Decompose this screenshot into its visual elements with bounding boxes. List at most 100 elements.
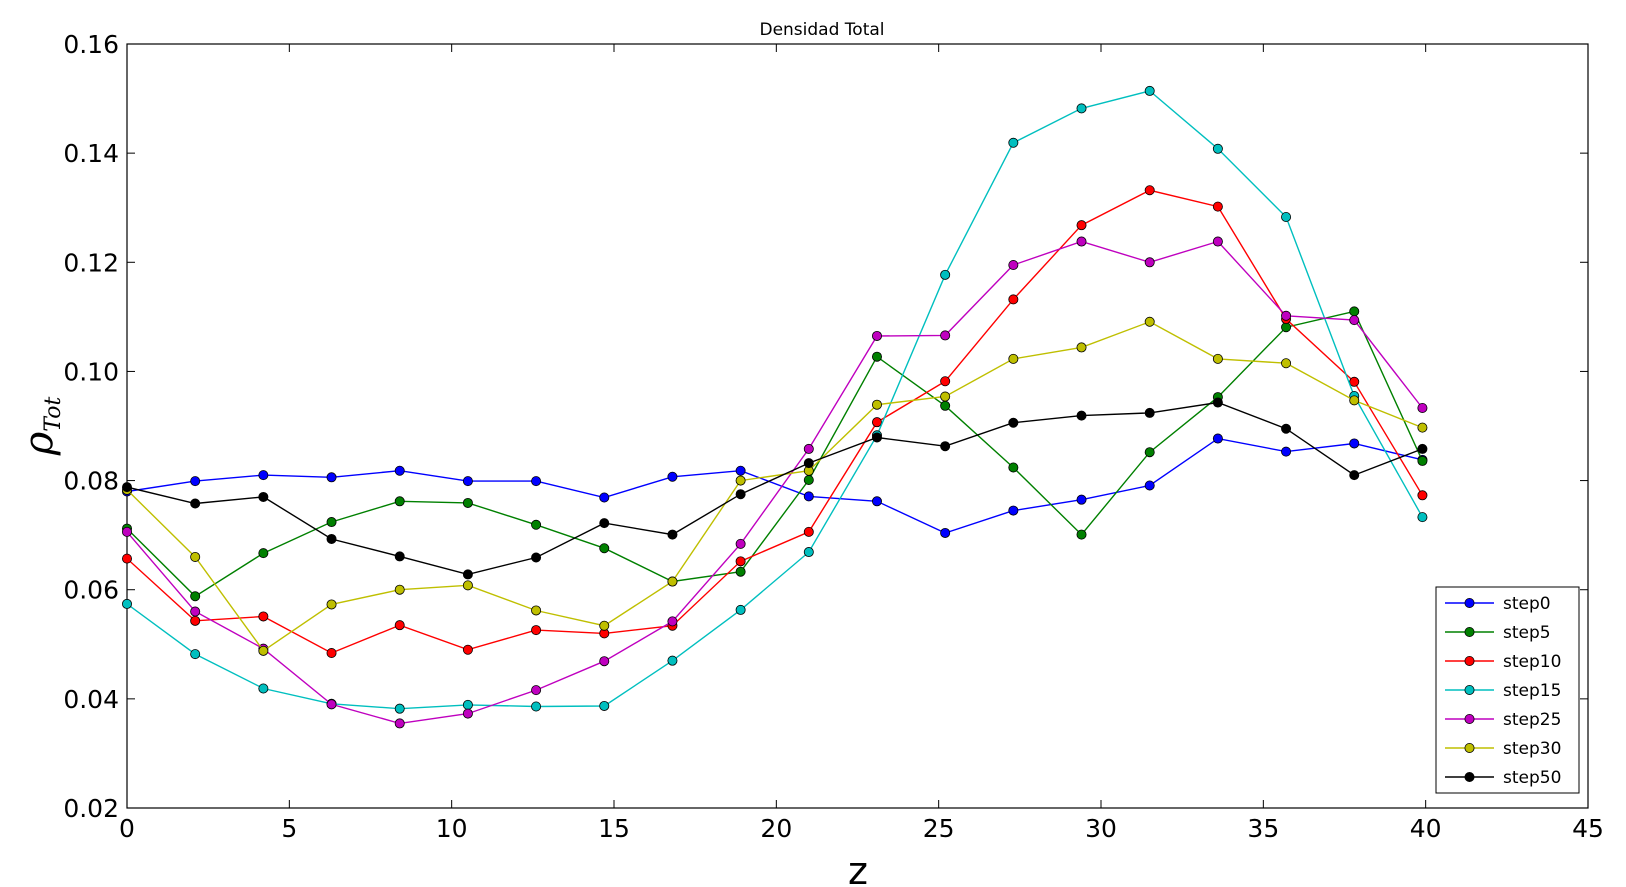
series-step5 [122,306,1428,602]
data-point [599,518,610,529]
series-line [126,437,1423,534]
data-point [190,606,201,617]
y-tick-label: 0.02 [63,794,119,823]
data-point [394,718,405,729]
series-line [126,321,1423,652]
data-point [803,475,814,486]
legend: step0 step5 step10 step15 step25 step30 step50 [1435,586,1580,794]
data-point [326,472,337,483]
data-point [735,604,746,615]
legend-label: step10 [1503,652,1561,672]
data-point [394,551,405,562]
y-axis-label-subscript: Tot [41,397,66,432]
data-point [1144,185,1155,196]
data-point [531,685,542,696]
data-point [1349,438,1360,449]
data-point [667,655,678,666]
data-point [735,556,746,567]
data-point [1349,470,1360,481]
data-point [531,552,542,563]
data-point [803,491,814,502]
data-point [1076,103,1087,114]
x-tick-label: 20 [760,814,792,843]
series-line [126,240,1423,725]
legend-marker [1464,714,1475,725]
series-line [126,401,1423,576]
x-tick-label: 15 [598,814,630,843]
data-point [462,708,473,719]
data-point [871,496,882,507]
data-point [531,701,542,712]
data-point [190,591,201,602]
data-point [735,489,746,500]
data-point [1008,294,1019,305]
data-point [1281,446,1292,457]
y-tick-label: 0.14 [63,139,119,168]
data-point [1008,417,1019,428]
legend-marker [1464,598,1475,609]
data-point [122,482,133,493]
y-tick-label: 0.16 [63,30,119,59]
data-point [1144,316,1155,327]
data-point [326,648,337,659]
x-tick-label: 35 [1247,814,1279,843]
data-point [735,566,746,577]
series-layer [122,85,1428,729]
data-point [667,576,678,587]
legend-label: step50 [1503,768,1561,788]
data-point [1144,85,1155,96]
data-point [258,470,269,481]
series-step10 [122,185,1428,659]
data-point [258,491,269,502]
series-step30 [122,316,1428,656]
y-tick-label: 0.08 [63,467,119,496]
data-point [326,517,337,528]
y-tick-label: 0.10 [63,357,119,386]
data-point [531,519,542,530]
data-point [1212,143,1223,154]
data-point [1349,395,1360,406]
legend-label: step30 [1503,739,1561,759]
data-point [599,620,610,631]
data-point [462,476,473,487]
data-point [1212,201,1223,212]
data-point [1417,455,1428,466]
series-line [126,310,1424,598]
x-axis: 0 5 10 15 20 25 30 35 40 45 [119,44,1604,843]
x-axis-label: z [848,849,868,887]
data-point [1144,447,1155,458]
data-point [871,432,882,443]
data-point [1008,505,1019,516]
legend-marker [1464,772,1475,783]
data-point [1076,410,1087,421]
legend-marker [1464,627,1475,638]
data-point [258,611,269,622]
data-point [735,538,746,549]
x-tick-label: 40 [1410,814,1442,843]
data-point [531,625,542,636]
chart-title: Densidad Total [759,20,884,40]
data-point [462,569,473,580]
data-point [258,645,269,656]
data-point [1212,397,1223,408]
data-point [1281,310,1292,321]
data-point [1008,137,1019,148]
data-point [1281,211,1292,222]
data-point [803,443,814,454]
data-point [803,547,814,558]
data-point [190,498,201,509]
x-tick-label: 0 [119,814,135,843]
data-point [1417,422,1428,433]
data-point [258,683,269,694]
data-point [462,580,473,591]
data-point [190,476,201,487]
data-point [940,330,951,341]
data-point [1417,512,1428,523]
data-point [1281,358,1292,369]
legend-marker [1464,743,1475,754]
data-point [667,471,678,482]
data-point [1417,490,1428,501]
data-point [394,465,405,476]
data-point [1417,443,1428,454]
